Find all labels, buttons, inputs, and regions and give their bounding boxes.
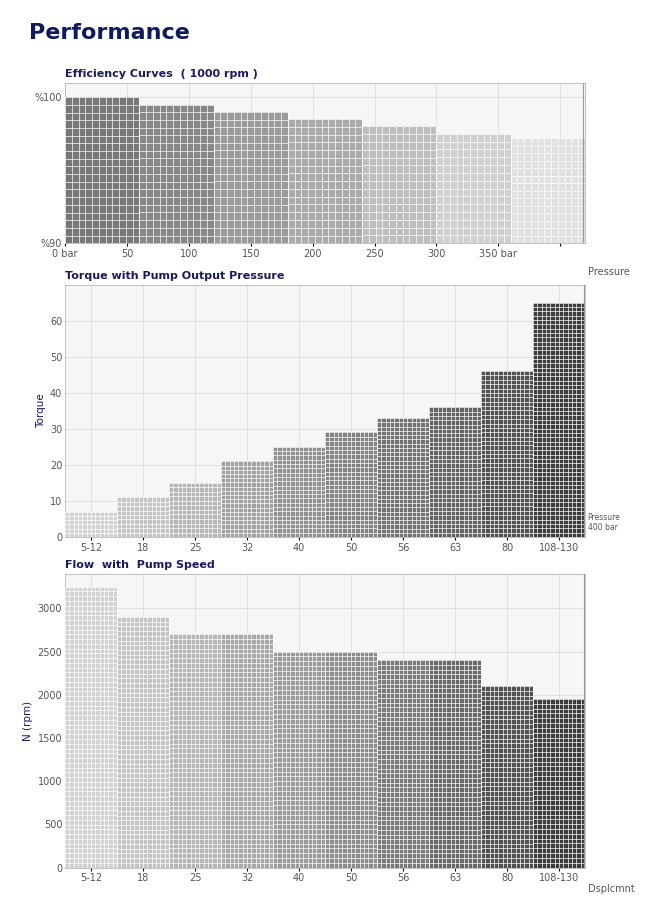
Bar xyxy=(481,686,533,868)
Bar xyxy=(429,408,481,537)
Bar xyxy=(325,652,377,868)
Bar xyxy=(65,587,117,868)
Text: Dsplcmnt: Dsplcmnt xyxy=(588,884,634,893)
Bar xyxy=(169,634,221,868)
Bar xyxy=(169,483,221,537)
Bar xyxy=(481,371,533,537)
Bar xyxy=(533,303,585,537)
Bar xyxy=(65,512,117,537)
Bar xyxy=(117,498,169,537)
Bar xyxy=(429,660,481,868)
Bar xyxy=(533,699,585,868)
Text: Performance: Performance xyxy=(29,23,190,43)
Bar xyxy=(65,97,139,243)
Bar xyxy=(511,138,585,243)
Text: Efficiency Curves  ( 1000 rpm ): Efficiency Curves ( 1000 rpm ) xyxy=(65,69,258,79)
Y-axis label: N (rpm): N (rpm) xyxy=(23,700,33,741)
Bar xyxy=(117,617,169,868)
Bar xyxy=(377,418,429,537)
Bar xyxy=(325,432,377,537)
Bar xyxy=(214,112,288,243)
Bar xyxy=(221,461,273,537)
Bar xyxy=(362,127,436,243)
Bar xyxy=(273,652,325,868)
Bar xyxy=(436,134,511,243)
Bar xyxy=(377,660,429,868)
Text: Torque with Pump Output Pressure: Torque with Pump Output Pressure xyxy=(65,271,285,281)
Text: Pressure
400 bar: Pressure 400 bar xyxy=(588,512,621,532)
Y-axis label: Torque: Torque xyxy=(36,394,46,428)
Bar xyxy=(273,447,325,537)
Bar xyxy=(221,634,273,868)
Bar xyxy=(139,105,214,243)
Text: Flow  with  Pump Speed: Flow with Pump Speed xyxy=(65,560,214,570)
Bar xyxy=(288,119,362,243)
Text: Pressure: Pressure xyxy=(588,267,629,277)
